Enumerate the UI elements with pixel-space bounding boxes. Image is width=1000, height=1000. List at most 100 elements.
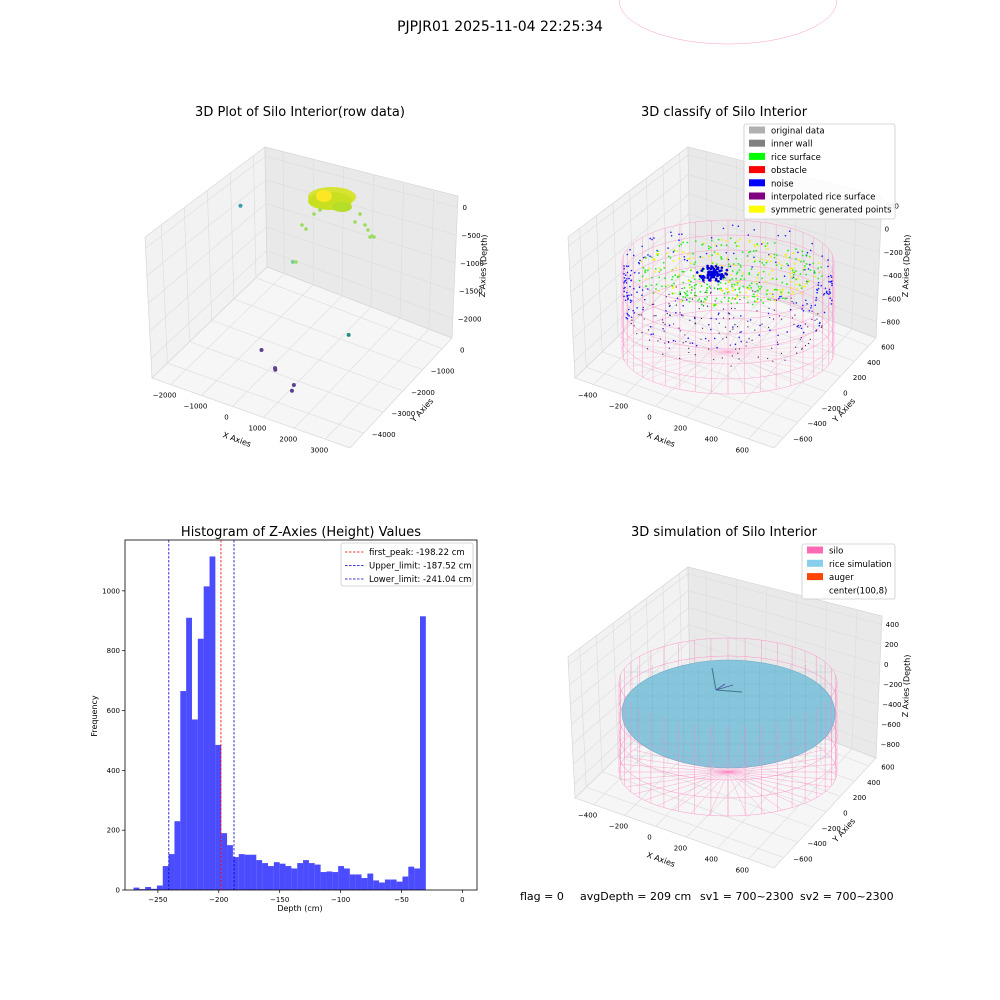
classify-interpolated-point (748, 338, 750, 340)
classify-surface-point (803, 265, 806, 267)
histogram-bar (197, 638, 204, 890)
classify-noise-point (627, 265, 630, 268)
classify-surface-point (792, 274, 795, 276)
classify-noise-point (686, 259, 689, 262)
classify-surface-point (731, 270, 734, 272)
histogram-bar (326, 871, 333, 890)
classify-surface-point (654, 270, 657, 273)
histogram-bar (174, 821, 181, 890)
classify-points (623, 224, 833, 367)
histogram-legend: first_peak: -198.22 cm Upper_limit: -187.… (340, 542, 474, 587)
classify-surface-point (756, 300, 758, 303)
classify-noise-point (629, 248, 631, 251)
classify-interpolated-point (675, 286, 677, 288)
classify-noise-point (805, 299, 807, 302)
classify-noise-point (737, 225, 740, 228)
classify-x-label: X Axies (645, 430, 676, 449)
classify-surface-point (746, 296, 749, 298)
classify-legend-label: noise (771, 179, 794, 189)
classify-noise-point (767, 312, 770, 315)
classify-noise-point (799, 324, 802, 327)
classify-interpolated-point (702, 305, 705, 307)
histogram-bar (338, 866, 344, 890)
raw-data-3d-panel: 3D Plot of Silo Interior(row data) −2000… (144, 105, 489, 454)
classify-interpolated-point (679, 292, 682, 295)
classify-noise-point (628, 308, 630, 311)
classify-surface-point (746, 286, 749, 289)
classify-noise-point (830, 303, 833, 305)
classify-surface-point (705, 291, 708, 294)
classify-interpolated-point (730, 307, 733, 309)
classify-interpolated-point (739, 331, 741, 333)
classify-interpolated-point (811, 318, 813, 320)
classify-noise-point (678, 233, 680, 236)
classify-z-gridline (573, 253, 690, 363)
histogram-y-tick-label: 200 (107, 827, 120, 835)
classify-surface-point (809, 256, 812, 259)
simulation-legend-label: rice simulation (829, 560, 892, 570)
histogram-x-tick-label: −250 (148, 896, 167, 904)
classify-surface-point (645, 278, 648, 280)
classify-interpolated-point (798, 326, 800, 328)
classify-surface-point (736, 271, 739, 274)
classify-surface-point (729, 279, 731, 282)
classify-surface-point (683, 291, 686, 294)
classify-noise-point (802, 304, 804, 307)
classify-noise-point (806, 302, 808, 305)
classify-surface-point (752, 293, 755, 296)
classify-interpolated-point (816, 318, 818, 320)
classify-surface-point (731, 297, 734, 299)
classify-surface-point (742, 272, 745, 275)
classify-surface-point (757, 285, 760, 288)
classify-noise-point (802, 331, 805, 334)
classify-surface-point (708, 285, 711, 288)
classify-y-tick-label: 200 (853, 374, 866, 382)
classify-noise-point (825, 290, 828, 293)
silo-spoke (727, 771, 823, 795)
classify-noise-point (721, 274, 725, 278)
classify-y-gridline (679, 153, 683, 275)
classify-noise-point (719, 277, 723, 280)
classify-surface-point (658, 290, 660, 292)
classify-surface-point (762, 302, 765, 304)
classify-interpolated-point (731, 355, 733, 357)
simulation-tick-labels: −400−20002004006006004002000−200−400−600… (578, 621, 902, 874)
classify-noise-point (639, 259, 641, 262)
histogram-bar (349, 874, 356, 890)
classify-noise-point (710, 328, 712, 331)
simulation-x-gridline (851, 609, 858, 750)
classify-interpolated-point (734, 348, 737, 350)
classify-interpolated-point (682, 342, 684, 344)
avg-depth-text: avgDepth = 209 cm (580, 890, 691, 903)
classify-interpolated-point (771, 347, 773, 349)
raw-data-x-tick-label: 1000 (248, 424, 266, 432)
classify-surface-point (781, 288, 784, 291)
classify-interpolated-point (784, 359, 786, 361)
classify-noise-point (717, 280, 720, 283)
classify-surface-point (743, 278, 746, 281)
classify-interpolated-point (800, 336, 802, 339)
classify-surface-point (654, 267, 657, 270)
classify-interpolated-point (647, 329, 649, 331)
classify-noise-point (714, 278, 718, 282)
classify-interpolated-point (734, 307, 736, 310)
classify-surface-point (698, 298, 701, 300)
classify-surface-point (747, 301, 749, 304)
classify-surface-point (717, 253, 720, 256)
classify-y-gridline (596, 215, 603, 352)
raw-data-x-tick-label: −1000 (184, 403, 208, 411)
classify-surface-point (727, 300, 730, 302)
classify-interpolated-point (679, 330, 681, 332)
classify-surface-point (650, 256, 653, 259)
simulation-x-gridline (717, 737, 824, 849)
classify-surface-point (694, 291, 696, 294)
raw-data-x-tick-label: 3000 (310, 446, 328, 454)
classify-noise-point (627, 313, 629, 316)
classify-interpolated-point (678, 327, 680, 329)
classify-surface-point (762, 270, 765, 273)
classify-surface-point (644, 270, 646, 273)
raw-data-y-gridline (211, 320, 404, 392)
classify-surface-point (736, 240, 739, 242)
classify-surface-point (748, 239, 751, 242)
classify-interpolated-point (633, 325, 635, 327)
